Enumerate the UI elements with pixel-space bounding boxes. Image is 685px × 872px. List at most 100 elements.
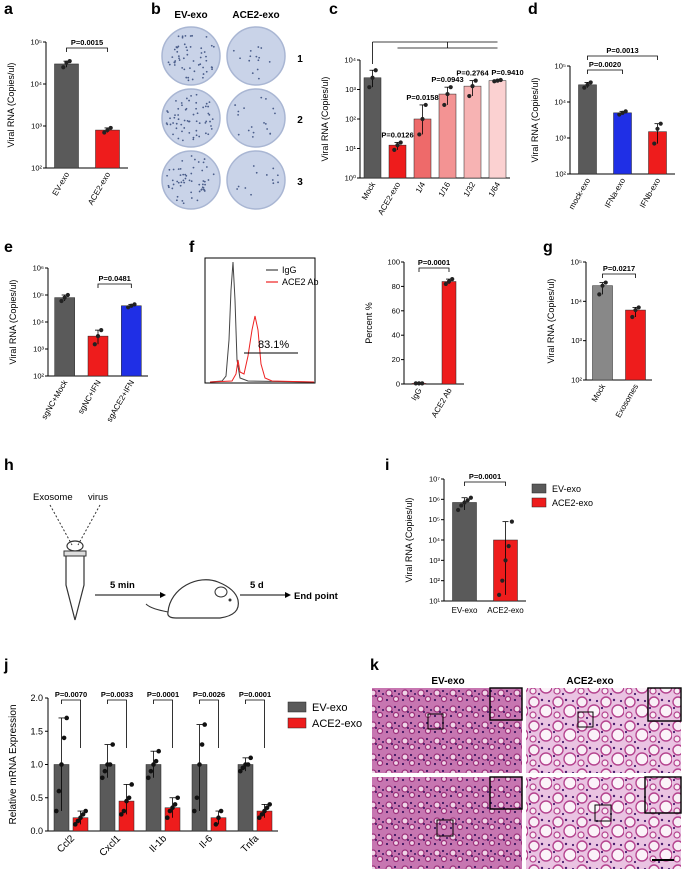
plaque (182, 57, 185, 60)
plaque (202, 73, 205, 75)
y-tick-label: 10¹ (429, 597, 440, 606)
data-point (156, 748, 161, 754)
plaque (277, 181, 279, 184)
data-point (459, 503, 464, 508)
plaque (188, 131, 191, 134)
plaque (203, 158, 206, 160)
p-value: P=0.0001 (469, 472, 501, 481)
data-point (623, 109, 628, 114)
plaque (210, 128, 213, 130)
plate-well (226, 150, 286, 210)
he-column-ev-exo: EV-exo (431, 676, 464, 687)
plaque (201, 183, 204, 186)
data-point (121, 808, 127, 814)
plaque (260, 96, 263, 99)
data-point (218, 808, 224, 814)
flow-histogram: IgG ACE2 Ab 83.1% (204, 257, 319, 384)
plaque (207, 105, 210, 108)
plaque (250, 126, 253, 128)
plaque (176, 180, 179, 183)
y-tick-label: 2.0 (30, 693, 43, 703)
data-point (129, 303, 134, 308)
plaque (198, 190, 201, 193)
panel-letter-e: e (4, 239, 13, 256)
legend-swatch (287, 717, 307, 729)
chart-e: 10² 10³ 10⁴ 10⁵ 10⁶ Viral RNA (Copies/ul) sgNC… (8, 264, 148, 424)
plaque (199, 63, 202, 66)
data-point (420, 381, 425, 386)
category-label: ACE2-exo (487, 606, 524, 615)
plaque (177, 137, 180, 140)
plaque (168, 186, 170, 189)
bar (54, 297, 75, 377)
legend-label: ACE2-exo (552, 498, 593, 508)
bar (388, 144, 407, 179)
bar (363, 77, 382, 179)
plaque (180, 181, 183, 184)
plaque (183, 119, 186, 122)
plaque (192, 113, 195, 116)
significance-bracket (97, 283, 132, 288)
p-value: P=0.0013 (606, 46, 638, 55)
panel-letter-j: j (3, 657, 8, 674)
panel-letter-d: d (528, 1, 538, 18)
data-point (151, 762, 156, 767)
data-point (603, 280, 608, 285)
plaque (205, 70, 208, 73)
y-tick-label: 10² (429, 576, 440, 585)
p-value: P=0.0126 (381, 130, 413, 139)
data-point (582, 85, 587, 90)
histogram-frame (204, 257, 316, 384)
plaque (202, 66, 204, 69)
plaque (181, 159, 184, 162)
data-point (80, 812, 86, 817)
data-point (446, 279, 452, 284)
data-point (216, 815, 221, 820)
plaque (175, 122, 178, 125)
y-tick-label: 10³ (571, 336, 582, 345)
data-point (119, 812, 124, 817)
y-tick-label: 60 (392, 306, 400, 315)
data-point (126, 795, 132, 801)
plaque (207, 133, 210, 136)
plaque (191, 78, 194, 81)
plaque (173, 116, 176, 119)
data-point (64, 60, 69, 65)
data-point (75, 818, 81, 824)
plaque (179, 184, 182, 187)
plaque (276, 174, 279, 177)
bar (452, 502, 477, 602)
y-tick-label: 10² (33, 372, 44, 381)
plaque (195, 93, 198, 96)
plaque (177, 35, 180, 38)
data-point (175, 795, 180, 801)
y-tick-label: 1.0 (30, 760, 43, 770)
data-point (630, 314, 635, 320)
data-point (497, 592, 502, 597)
plaque (184, 177, 187, 180)
p-value: P=0.0020 (589, 60, 621, 69)
data-point (473, 78, 478, 83)
y-axis-label: Viral RNA (Copies/ul) (320, 77, 330, 162)
data-point (64, 715, 69, 721)
data-point (450, 276, 455, 282)
plaque (266, 128, 269, 130)
plaque (174, 114, 176, 117)
chart-j: 0.0 0.5 1.0 1.5 2.0 Relative mRNA Expression P… (8, 690, 362, 859)
plaque (200, 47, 203, 50)
legend-igg: IgG (282, 265, 297, 275)
data-point (148, 768, 154, 774)
plaque (205, 166, 208, 168)
plaque (198, 135, 201, 138)
plaque (171, 179, 174, 182)
p-value: P=0.0001 (239, 690, 271, 699)
data-point (423, 102, 428, 108)
plaque (210, 125, 212, 127)
plaque (237, 185, 240, 188)
p-value: P=0.0217 (603, 264, 635, 273)
plaque (212, 173, 215, 176)
plaque (204, 132, 207, 135)
category-label: ACE2-exo (86, 170, 112, 207)
plaque (252, 131, 255, 134)
plaque (168, 168, 171, 171)
